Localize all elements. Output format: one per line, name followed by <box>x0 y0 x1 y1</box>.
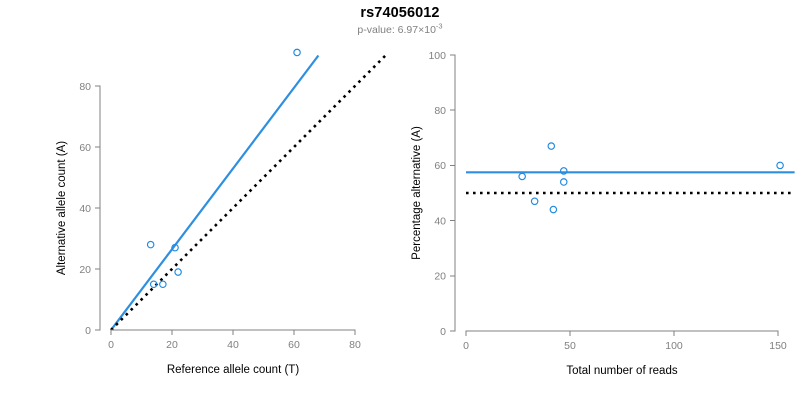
x-axis-title: Total number of reads <box>566 365 677 377</box>
data-point <box>293 48 301 57</box>
panel-right: 0 50 100 150 Total number of reads 0 20 40 60 80 1… <box>411 50 795 377</box>
x-axis-line <box>465 330 779 336</box>
regression-fit-line <box>110 54 320 330</box>
x-tick-label: 100 <box>665 340 683 352</box>
y-axis-title: Alternative allele count (A) <box>56 141 68 275</box>
data-point <box>174 268 182 276</box>
y-tick-label: 60 <box>434 160 446 172</box>
plot-area-right <box>466 142 795 214</box>
x-tick-label: 20 <box>166 339 178 351</box>
y-tick-label: 80 <box>79 81 91 93</box>
y-tick-label: 60 <box>79 142 91 154</box>
y-axis-title: Percentage alternative (A) <box>411 126 423 260</box>
y-tick-label: 20 <box>79 264 91 276</box>
y-tick-label: 100 <box>428 50 446 62</box>
data-point <box>559 178 568 186</box>
x-tick-label: 80 <box>349 339 361 351</box>
data-point <box>547 142 556 150</box>
data-point <box>146 240 155 249</box>
data-point <box>549 205 558 214</box>
x-tick-label: 50 <box>564 340 576 352</box>
y-tick-label: 40 <box>434 215 446 227</box>
y-axis-line <box>450 54 456 332</box>
x-axis-title: Reference allele count (T) <box>167 364 299 376</box>
y-tick-label: 20 <box>434 271 446 283</box>
y-tick-label: 80 <box>434 105 446 117</box>
data-point <box>559 167 568 175</box>
y-tick-label: 0 <box>440 326 446 338</box>
x-tick-label: 150 <box>769 340 787 352</box>
data-point <box>149 280 158 289</box>
panel-left: 0 20 40 60 80 Reference allele count (T) 0 20 40… <box>56 48 387 376</box>
data-point <box>776 161 784 170</box>
data-point <box>171 243 179 252</box>
x-tick-label: 60 <box>288 339 300 351</box>
identity-reference-line <box>110 54 387 330</box>
data-point <box>518 172 526 181</box>
x-tick-label: 40 <box>227 339 239 351</box>
data-point <box>530 197 539 206</box>
y-tick-label: 40 <box>79 203 91 215</box>
y-tick-label: 0 <box>85 325 91 337</box>
data-point <box>159 280 167 289</box>
plot-area-left <box>110 48 387 330</box>
x-tick-label: 0 <box>108 339 114 351</box>
x-tick-label: 0 <box>463 340 469 352</box>
